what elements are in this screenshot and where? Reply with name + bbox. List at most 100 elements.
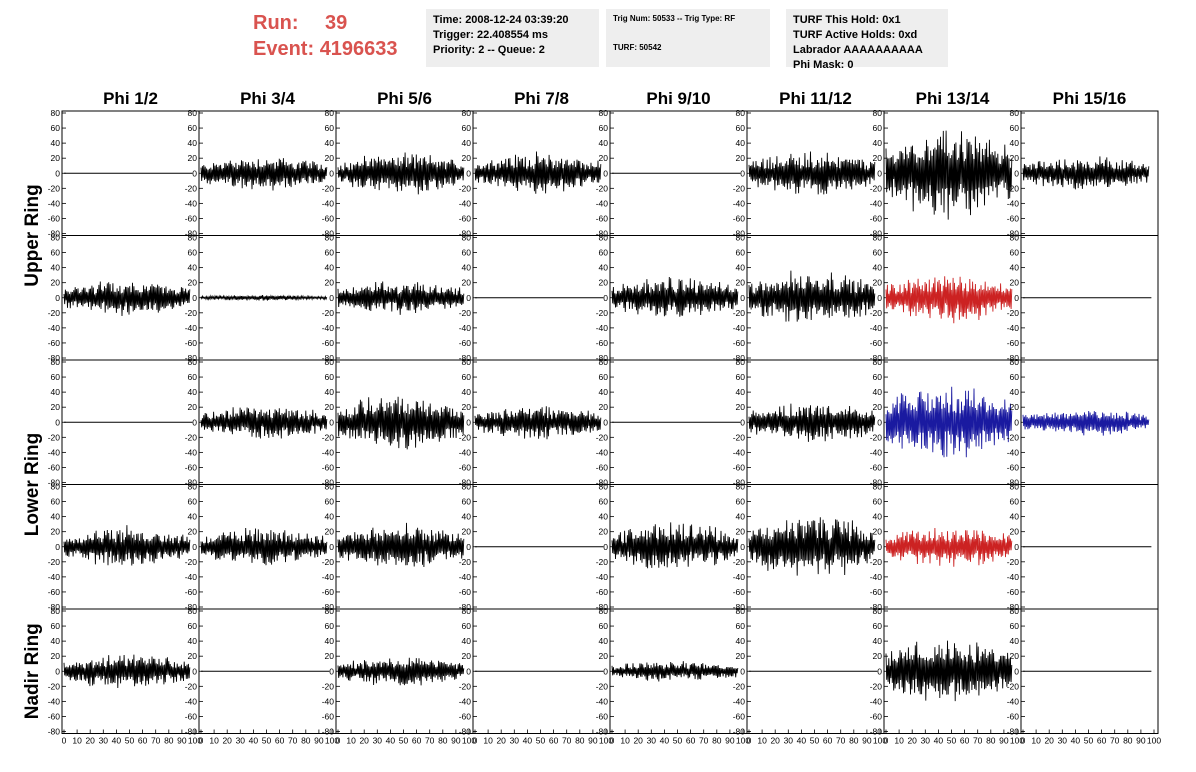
y-tick-label: -60 [870,213,883,223]
y-tick-label: 40 [325,636,335,646]
x-tick-label: 50 [1084,736,1094,746]
y-tick-label: 20 [51,651,61,661]
y-tick-label: 20 [873,651,883,661]
waveform-trace [611,661,739,682]
time-info-box: Time: 2008-12-24 03:39:20 Trigger: 22.40… [426,9,599,67]
y-tick-label: 20 [325,651,335,661]
y-tick-label: 0 [877,666,882,676]
y-tick-label: -20 [48,183,61,193]
waveform-trace [474,406,602,440]
y-tick-label: 40 [599,636,609,646]
y-tick-label: -40 [870,696,883,706]
y-tick-label: -80 [1007,229,1020,239]
y-tick-label: 80 [599,108,609,118]
run-label: Run: [253,12,299,34]
x-tick-label: 40 [934,736,944,746]
x-tick-label: 80 [164,736,174,746]
x-tick-label: 40 [523,736,533,746]
y-tick-label: -20 [733,308,746,318]
y-tick-label: 20 [1010,527,1020,537]
x-tick-label: 100 [188,736,202,746]
y-tick-label: -80 [1007,727,1020,737]
y-tick-label: 20 [51,153,61,163]
y-tick-label: 0 [329,666,334,676]
y-tick-label: -60 [1007,462,1020,472]
y-tick-label: 0 [740,666,745,676]
y-tick-label: 80 [873,482,883,492]
run-event-info: Run: 39 Event: 4196633 [253,10,398,62]
y-tick-label: -20 [733,432,746,442]
y-tick-label: 80 [51,233,61,243]
y-tick-label: -80 [185,353,198,363]
y-tick-label: 60 [599,123,609,133]
x-tick-label: 30 [921,736,931,746]
y-tick-label: -60 [870,338,883,348]
x-tick-label: 60 [412,736,422,746]
y-tick-label: -60 [322,711,335,721]
x-tick-label: 60 [1097,736,1107,746]
y-tick-label: 60 [736,621,746,631]
y-tick-label: -20 [185,432,198,442]
x-tick-label: 0 [610,736,615,746]
x-tick-label: 50 [536,736,546,746]
x-tick-label: 100 [1010,736,1024,746]
waveform-trace [200,407,328,439]
waveform-trace [885,386,1013,458]
y-tick-label: -60 [1007,338,1020,348]
turf-active-text: TURF Active Holds: 0xd [793,29,918,41]
y-tick-label: -40 [1007,447,1020,457]
y-tick-label: 40 [1010,387,1020,397]
trigger-info-box: Trig Num: 50533 -- Trig Type: RF TURF: 5… [606,9,770,67]
y-tick-label: 80 [51,606,61,616]
y-tick-label: -40 [596,198,609,208]
y-tick-label: 40 [1010,512,1020,522]
y-tick-label: 40 [188,263,198,273]
y-tick-label: -80 [322,229,335,239]
y-tick-label: 60 [188,497,198,507]
y-tick-label: -80 [185,602,198,612]
y-tick-label: 40 [599,263,609,273]
y-tick-label: -80 [185,727,198,737]
x-tick-label: 20 [907,736,917,746]
x-tick-label: 100 [462,736,476,746]
labrador-text: Labrador AAAAAAAAAA [793,44,923,56]
y-tick-label: 0 [466,417,471,427]
x-tick-label: 50 [673,736,683,746]
y-tick-label: -80 [870,353,883,363]
y-tick-label: 80 [325,482,335,492]
y-tick-label: 60 [462,248,472,258]
y-tick-label: 40 [1010,636,1020,646]
ring-label: Lower Ring [22,433,43,536]
y-tick-label: 80 [873,108,883,118]
y-tick-label: -80 [322,478,335,488]
y-tick-label: -60 [185,711,198,721]
y-tick-label: 80 [325,233,335,243]
y-tick-label: -60 [459,338,472,348]
y-tick-label: -40 [596,447,609,457]
y-tick-label: -20 [596,183,609,193]
y-tick-label: 80 [599,357,609,367]
y-tick-label: 0 [603,542,608,552]
y-tick-label: -80 [48,353,61,363]
waveform-trace [337,522,465,568]
y-tick-label: 0 [740,542,745,552]
x-tick-label: 70 [973,736,983,746]
x-tick-label: 0 [62,736,67,746]
column-title: Phi 9/10 [646,89,710,108]
waveform-trace [200,158,328,191]
y-tick-label: -80 [733,229,746,239]
x-tick-label: 30 [784,736,794,746]
y-tick-label: 80 [325,108,335,118]
y-tick-label: 40 [736,636,746,646]
y-tick-label: 20 [462,651,472,661]
x-tick-label: 80 [712,736,722,746]
y-tick-label: 80 [462,482,472,492]
y-tick-label: 80 [873,233,883,243]
y-tick-label: 60 [51,372,61,382]
y-tick-label: -80 [185,478,198,488]
y-tick-label: -80 [1007,478,1020,488]
y-tick-label: 20 [188,651,198,661]
y-tick-label: -80 [459,353,472,363]
y-tick-label: 60 [599,372,609,382]
y-tick-label: -40 [322,696,335,706]
